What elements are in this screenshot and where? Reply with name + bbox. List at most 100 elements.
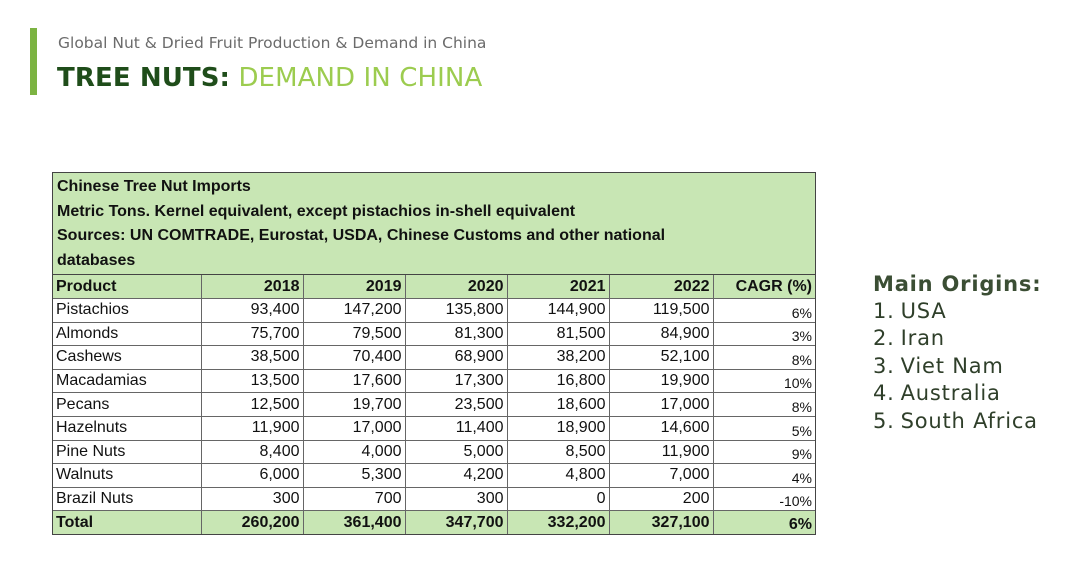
origin-country: Viet Nam (900, 353, 1004, 378)
value-cell: 38,500 (200, 345, 304, 370)
cagr-cell: 5% (712, 415, 815, 441)
cagr-cell: 6% (712, 297, 815, 323)
value-cell: 5,300 (302, 463, 406, 488)
origin-country: Australia (900, 381, 1001, 406)
table-row: Almonds 75,700 79,500 81,300 81,500 84,900 3% (53, 321, 815, 347)
value-cell: 347,700 (404, 510, 508, 534)
imports-table: Chinese Tree Nut Imports Metric Tons. Ke… (52, 172, 816, 535)
main-origins-panel: Main Origins: 1. USA 2. Iran 3. Viet Nam 4. Aus… (873, 272, 1041, 435)
value-cell: 52,100 (608, 345, 714, 370)
origin-item: 1. USA (873, 298, 1041, 325)
value-cell: 8,400 (200, 439, 304, 465)
origin-number: 1. (873, 299, 895, 323)
cagr-cell: 8% (712, 345, 815, 370)
product-cell: Total (53, 510, 202, 534)
table-caption: Chinese Tree Nut Imports Metric Tons. Ke… (53, 173, 815, 276)
value-cell: 200 (608, 486, 714, 512)
origin-number: 4. (873, 381, 895, 406)
column-header-row: Product 2018 2019 2020 2021 2022 CAGR (%) (53, 275, 815, 299)
value-cell: 300 (200, 486, 304, 512)
table-row: Pine Nuts 8,400 4,000 5,000 8,500 11,900 9% (53, 439, 815, 465)
value-cell: 332,200 (506, 510, 610, 534)
product-cell: Almonds (53, 321, 202, 347)
data-grid: Product 2018 2019 2020 2021 2022 CAGR (%) Pist… (53, 275, 815, 534)
value-cell: 79,500 (302, 321, 406, 347)
origin-country: South Africa (900, 408, 1038, 433)
table-caption-line-4: databases (57, 251, 136, 269)
main-origins-title: Main Origins: (873, 272, 1042, 296)
value-cell: 119,500 (608, 297, 714, 323)
table-row: Hazelnuts 11,900 17,000 11,400 18,900 14,600 5… (53, 415, 815, 441)
value-cell: 8,500 (506, 439, 610, 465)
value-cell: 11,900 (200, 415, 304, 441)
value-cell: 4,200 (404, 463, 508, 488)
table-row: Brazil Nuts 300 700 300 0 200 -10% (53, 486, 815, 512)
cagr-cell: 3% (712, 321, 815, 347)
cagr-cell: 4% (712, 463, 815, 488)
value-cell: 19,700 (302, 392, 406, 417)
cagr-cell: 9% (712, 439, 815, 465)
accent-bar (30, 28, 37, 95)
table-row: Macadamias 13,500 17,600 17,300 16,800 19,900… (53, 368, 815, 394)
cagr-cell: 10% (712, 368, 815, 394)
column-header: 2019 (302, 275, 406, 299)
value-cell: 4,800 (506, 463, 610, 488)
value-cell: 11,900 (608, 439, 714, 465)
value-cell: 19,900 (608, 368, 714, 394)
table-row: Pistachios 93,400 147,200 135,800 144,900 119… (53, 297, 815, 323)
product-cell: Hazelnuts (53, 415, 202, 441)
slide-subtitle: Global Nut & Dried Fruit Production & De… (58, 34, 487, 52)
value-cell: 12,500 (200, 392, 304, 417)
table-caption-line-1: Chinese Tree Nut Imports (57, 178, 251, 195)
value-cell: 68,900 (404, 345, 508, 370)
value-cell: 0 (506, 486, 610, 512)
value-cell: 6,000 (200, 463, 304, 488)
product-cell: Pecans (53, 392, 202, 417)
value-cell: 135,800 (404, 297, 508, 323)
value-cell: 327,100 (608, 510, 714, 534)
total-row: Total 260,200 361,400 347,700 332,200 327,100… (53, 510, 815, 534)
origin-number: 5. (873, 408, 895, 433)
origin-item: 3. Viet Nam (873, 353, 1041, 380)
value-cell: 84,900 (608, 321, 714, 347)
value-cell: 11,400 (404, 415, 508, 441)
origin-country: Iran (900, 326, 945, 351)
origin-country: USA (900, 299, 947, 323)
value-cell: 5,000 (404, 439, 508, 465)
cagr-cell: -10% (712, 486, 815, 512)
column-header: Product (53, 275, 202, 299)
product-cell: Cashews (53, 345, 202, 370)
product-cell: Macadamias (53, 368, 202, 394)
main-origins-list: 1. USA 2. Iran 3. Viet Nam 4. Australia 5. South … (873, 298, 1041, 435)
value-cell: 75,700 (200, 321, 304, 347)
product-cell: Walnuts (53, 463, 202, 488)
table-caption-line-2: Metric Tons. Kernel equivalent, except p… (57, 202, 576, 220)
value-cell: 70,400 (302, 345, 406, 370)
value-cell: 38,200 (506, 345, 610, 370)
value-cell: 361,400 (302, 510, 406, 534)
slide-title: TREE NUTS: DEMAND IN CHINA (57, 63, 482, 93)
value-cell: 17,000 (608, 392, 714, 417)
origin-item: 2. Iran (873, 325, 1041, 352)
column-header: 2022 (608, 275, 714, 299)
value-cell: 260,200 (200, 510, 304, 534)
value-cell: 7,000 (608, 463, 714, 488)
value-cell: 4,000 (302, 439, 406, 465)
value-cell: 16,800 (506, 368, 610, 394)
cagr-cell: 6% (712, 510, 815, 534)
value-cell: 93,400 (200, 297, 304, 323)
value-cell: 17,000 (302, 415, 406, 441)
value-cell: 18,900 (506, 415, 610, 441)
product-cell: Brazil Nuts (53, 486, 202, 512)
origin-item: 4. Australia (873, 380, 1041, 407)
column-header: 2021 (506, 275, 610, 299)
value-cell: 18,600 (506, 392, 610, 417)
product-cell: Pine Nuts (53, 439, 202, 465)
value-cell: 81,300 (404, 321, 508, 347)
table-row: Cashews 38,500 70,400 68,900 38,200 52,100 8% (53, 345, 815, 370)
value-cell: 144,900 (506, 297, 610, 323)
value-cell: 17,300 (404, 368, 508, 394)
product-cell: Pistachios (53, 297, 202, 323)
title-light-part: DEMAND IN CHINA (238, 63, 483, 93)
value-cell: 81,500 (506, 321, 610, 347)
